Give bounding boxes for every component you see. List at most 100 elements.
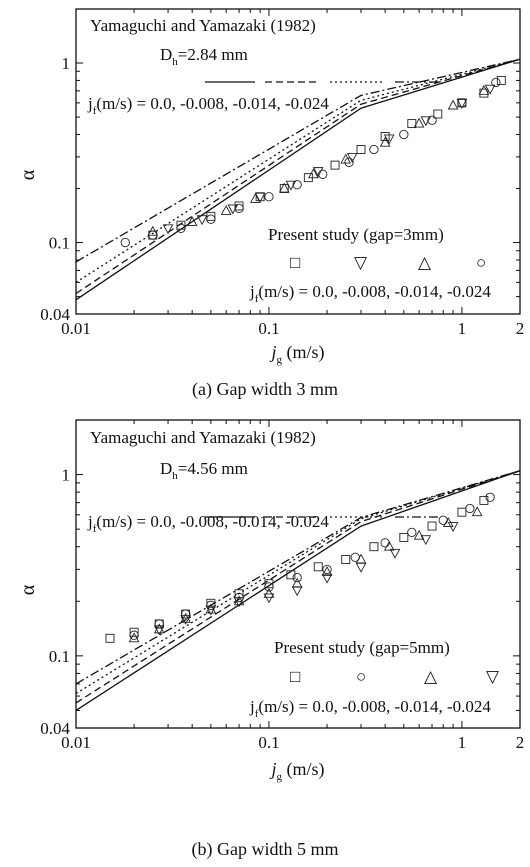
data-points-a — [120, 75, 506, 248]
axis-ticks-b: 0.01 0.1 1 2 0.04 0.1 1 — [40, 419, 525, 752]
data-point-square — [457, 507, 467, 517]
data-point-triangle-up — [153, 623, 165, 634]
data-point-circle — [457, 98, 467, 108]
hydraulic-diameter-a: Dh=2.84 mm — [160, 45, 248, 68]
panel-b: 0.01 0.1 1 2 0.04 0.1 1 Yamaguchi and Yamazaki… — [17, 419, 525, 860]
data-point-circle — [399, 129, 409, 140]
model-lines-a — [75, 58, 521, 301]
data-point-circle — [491, 77, 501, 88]
legend-triangle-up: △ — [424, 667, 438, 686]
data-point-circle — [485, 492, 495, 502]
jf-values-present-b: jf(m/s) = 0.0, -0.008, -0.014, -0.024 — [249, 697, 491, 720]
data-point-circle — [292, 573, 302, 583]
present-study-title-a: Present study (gap=3mm) — [268, 225, 444, 244]
model-line-dotted — [75, 470, 521, 695]
axis-ticks-a: 0.01 0.1 1 2 0.04 0.1 1 — [40, 8, 525, 338]
model-line-solid — [75, 470, 521, 711]
data-point-triangle-down — [389, 548, 401, 559]
data-point-square — [330, 160, 340, 170]
data-point-circle — [465, 503, 475, 514]
data-point-triangle-up — [340, 153, 352, 164]
x-tick-label: 0.01 — [61, 733, 91, 752]
data-point-square — [380, 132, 390, 141]
data-point-triangle-up — [186, 216, 198, 227]
data-point-triangle-up — [471, 506, 483, 517]
data-point-square — [496, 75, 506, 85]
data-point-triangle-up — [278, 182, 290, 193]
present-study-title-b: Present study (gap=5mm) — [274, 638, 450, 657]
x-tick-label: 2 — [516, 733, 525, 752]
data-point-square — [286, 570, 296, 580]
panel-a: 0.01 0.1 1 2 0.04 0.1 1 Yamaguchi and Yamazaki… — [17, 8, 525, 400]
y-tick-label: 1 — [62, 54, 71, 73]
plot-frame-a — [75, 8, 521, 315]
x-tick-label: 1 — [458, 733, 467, 752]
data-point-triangle-down — [383, 134, 395, 145]
jf-values-present-a: jf(m/s) = 0.0, -0.008, -0.014, -0.024 — [249, 282, 491, 305]
data-point-triangle-up — [249, 192, 261, 203]
y-axis-label-a: α — [17, 169, 39, 180]
model-line-dashed — [75, 470, 521, 704]
hydraulic-diameter-b: Dh=4.56 mm — [160, 459, 248, 482]
data-point-triangle-down — [263, 593, 275, 604]
data-point-square — [234, 201, 244, 211]
legend-square: □ — [290, 253, 300, 272]
data-point-square — [264, 579, 274, 589]
data-point-triangle-up — [263, 587, 275, 598]
data-point-triangle-up — [413, 529, 425, 540]
data-point-circle — [344, 157, 354, 167]
legend-square: □ — [290, 667, 300, 686]
data-point-triangle-down — [196, 215, 208, 226]
legend-triangle-down: ▽ — [354, 253, 368, 272]
legend-circle: ○ — [476, 253, 486, 272]
data-points-b — [105, 492, 495, 643]
data-point-circle — [318, 169, 328, 179]
data-point-square — [129, 627, 139, 637]
data-point-triangle-down — [420, 535, 432, 546]
data-point-square — [105, 633, 115, 643]
data-point-triangle-down — [355, 562, 367, 573]
data-point-square — [313, 562, 323, 572]
model-line-dashdot — [75, 58, 521, 263]
data-point-square — [206, 211, 216, 221]
data-point-circle — [234, 203, 244, 214]
data-point-triangle-down — [180, 614, 191, 625]
reference-title-a: Yamaguchi and Yamazaki (1982) — [90, 16, 316, 35]
marker-legend-b: □ ○ △ ▽ — [290, 667, 500, 686]
data-point-triangle-up — [128, 632, 140, 643]
data-point-triangle-up — [180, 612, 191, 623]
data-point-triangle-down — [291, 586, 303, 597]
data-point-circle — [292, 180, 302, 190]
data-point-square — [407, 119, 417, 129]
data-point-triangle-down — [205, 605, 217, 616]
data-point-circle — [264, 582, 274, 592]
data-point-circle — [264, 192, 274, 202]
model-line-solid — [75, 58, 521, 301]
data-point-circle — [206, 214, 216, 224]
data-point-triangle-up — [205, 603, 217, 614]
data-point-triangle-up — [321, 566, 333, 576]
data-point-circle — [129, 630, 139, 640]
data-point-circle — [120, 237, 130, 248]
x-tick-label: 2 — [516, 319, 525, 338]
data-point-square — [479, 495, 489, 505]
data-point-triangle-down — [484, 84, 496, 95]
data-point-triangle-down — [312, 167, 324, 178]
y-axis-label-b: α — [17, 584, 39, 595]
data-point-triangle-up — [447, 99, 459, 110]
data-point-square — [427, 521, 437, 531]
data-point-circle — [176, 223, 186, 233]
data-point-square — [255, 192, 265, 202]
legend-circle: ○ — [356, 667, 366, 686]
data-point-triangle-up — [413, 117, 425, 128]
y-tick-label: 0.1 — [49, 234, 70, 253]
y-tick-label: 0.04 — [40, 305, 70, 324]
y-tick-label: 1 — [62, 466, 71, 485]
reference-title-b: Yamaguchi and Yamazaki (1982) — [90, 428, 316, 447]
data-point-circle — [322, 564, 332, 575]
caption-a: (a) Gap width 3 mm — [192, 379, 338, 400]
data-point-circle — [369, 144, 379, 155]
data-point-circle — [206, 600, 216, 610]
data-point-triangle-up — [355, 553, 367, 564]
model-line-dashed — [75, 58, 521, 295]
